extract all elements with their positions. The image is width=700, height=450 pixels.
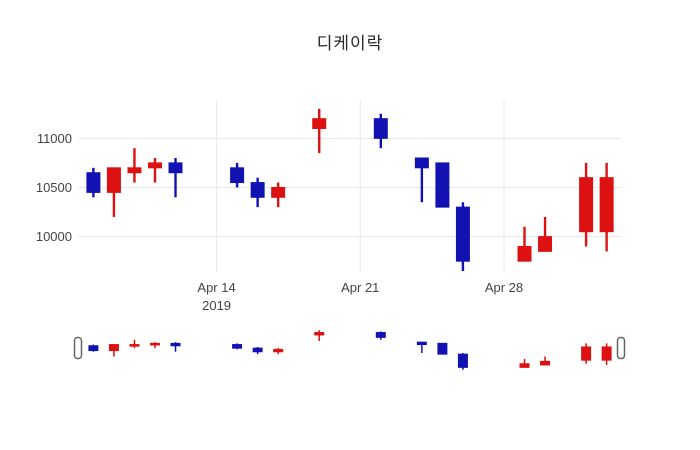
- candle-body: [168, 162, 183, 174]
- rangeslider-candle: [108, 344, 119, 357]
- rangeslider-candle: [232, 343, 243, 350]
- candle-body: [230, 167, 245, 184]
- rangeslider-candle: [437, 342, 448, 355]
- rangeslider-candle: [375, 331, 386, 340]
- candle[interactable]: [230, 162, 245, 188]
- candle-body: [232, 344, 243, 349]
- rangeslider-candle: [601, 343, 612, 365]
- candle-body: [416, 341, 427, 346]
- x-tick-label: Apr 14: [197, 280, 235, 295]
- candle-body: [540, 360, 551, 366]
- candle-body: [599, 177, 614, 233]
- chart-title: 디케이락: [316, 34, 384, 53]
- rangeslider-candle: [252, 346, 263, 355]
- rangeslider-candle: [540, 356, 551, 366]
- candle-body: [519, 363, 530, 368]
- candle-body: [86, 172, 101, 193]
- candle-body: [314, 332, 325, 336]
- y-tick-label: 10500: [36, 180, 72, 195]
- candle[interactable]: [147, 157, 162, 183]
- candle-body: [414, 157, 429, 169]
- candle[interactable]: [538, 216, 553, 252]
- candle-body: [579, 177, 594, 233]
- candle[interactable]: [599, 162, 614, 252]
- candle-body: [601, 346, 612, 361]
- rangeslider-track[interactable]: [78, 324, 621, 374]
- rangeslider-candle: [273, 348, 284, 355]
- candle[interactable]: [414, 157, 429, 203]
- candle-body: [581, 346, 592, 361]
- candle[interactable]: [435, 162, 450, 208]
- candle[interactable]: [312, 108, 327, 154]
- rangeslider-candle: [314, 330, 325, 341]
- candle[interactable]: [106, 167, 121, 217]
- candle-body: [373, 118, 388, 139]
- candle-body: [271, 186, 286, 198]
- candle[interactable]: [373, 113, 388, 149]
- rangeslider-handle-right[interactable]: [616, 336, 626, 360]
- candle-body: [435, 162, 450, 208]
- candle-body: [252, 347, 263, 353]
- x-tick-label: Apr 21: [341, 280, 379, 295]
- x-tick-year-label: 2019: [202, 298, 231, 313]
- candle-body: [312, 118, 327, 130]
- rangeslider-candle: [149, 342, 160, 349]
- rangeslider-candle: [129, 339, 140, 349]
- rangeslider-candle: [519, 358, 530, 368]
- candle-body: [147, 162, 162, 169]
- candle-body: [273, 348, 284, 353]
- candle[interactable]: [271, 182, 286, 208]
- y-tick-label: 11000: [37, 131, 72, 146]
- rangeslider-candle: [88, 344, 99, 352]
- rangeslider-candle: [416, 341, 427, 353]
- candle-body: [457, 353, 468, 368]
- candle-body: [250, 182, 265, 198]
- candle[interactable]: [250, 177, 265, 208]
- candle[interactable]: [86, 167, 101, 198]
- candle-body: [375, 332, 386, 338]
- candle-body: [538, 236, 553, 252]
- candle-body: [437, 342, 448, 355]
- candle-body: [149, 342, 160, 346]
- candle-body: [455, 206, 470, 262]
- rangeslider-candle: [457, 352, 468, 370]
- candle[interactable]: [127, 148, 142, 183]
- candle-body: [170, 342, 181, 347]
- candle-body: [108, 344, 119, 352]
- candle-body: [127, 167, 142, 174]
- candle-body: [129, 344, 140, 347]
- x-tick-label: Apr 28: [485, 280, 523, 295]
- rangeslider-candle: [581, 343, 592, 364]
- rangeslider-candle: [170, 342, 181, 352]
- y-tick-label: 10000: [36, 229, 72, 244]
- candle[interactable]: [579, 162, 594, 247]
- candle[interactable]: [168, 157, 183, 198]
- candle-body: [517, 245, 532, 262]
- candle[interactable]: [517, 226, 532, 262]
- candle-body: [106, 167, 121, 193]
- candle-body: [88, 345, 99, 352]
- candle[interactable]: [455, 202, 470, 272]
- rangeslider-handle-left[interactable]: [73, 336, 83, 360]
